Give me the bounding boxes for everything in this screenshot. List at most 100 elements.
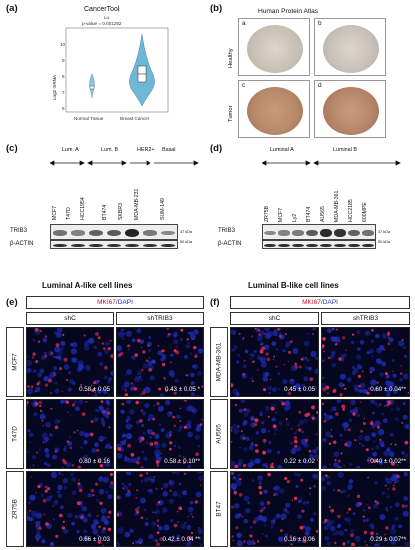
dapi-label: /DAPI	[115, 299, 133, 306]
cell-texture	[322, 328, 409, 396]
normal-tissue-violin	[89, 73, 95, 99]
quant-value: 0.80 ± 0.16	[79, 458, 110, 465]
actin-band	[124, 243, 140, 248]
hpa-tile-d: d	[314, 80, 386, 138]
trib3-blot-d	[262, 224, 376, 240]
condition-shtrib3-f: shTRIB3	[321, 312, 410, 325]
actin-band	[292, 243, 304, 248]
trib3-band	[70, 230, 86, 236]
cell-line-bt47: BT47	[210, 471, 228, 547]
actin-band	[320, 243, 332, 248]
condition-shc-f: shC	[230, 312, 319, 325]
lane-label: HCC2185	[348, 199, 354, 222]
blot-label-trib3-d: TRIB3	[218, 228, 236, 234]
trib3-band	[348, 229, 360, 237]
condition-shtrib3-e: shTRIB3	[116, 312, 204, 325]
panel-a-label: (a)	[6, 3, 18, 14]
actin-blot-c	[50, 240, 178, 249]
tile-letter: c	[242, 82, 246, 89]
mki67-label: MKI67	[97, 299, 116, 306]
kda-marker: 37 kDa	[378, 230, 391, 234]
lane-label: MDA-MB-361	[334, 190, 340, 222]
lane-label: BT474	[306, 206, 312, 222]
blot-label-actin-c: β-ACTIN	[10, 241, 34, 247]
cell-texture	[322, 472, 409, 546]
quant-value: 0.42 ± 0.04 **	[162, 536, 200, 543]
x-category-normal: Normal Tissue	[74, 116, 104, 121]
trib3-band	[362, 230, 374, 236]
actin-blot-d	[262, 240, 376, 249]
luminal-b-title: Luminal B-like cell lines	[248, 281, 339, 290]
group-arrows-d	[262, 160, 401, 166]
cell-texture	[117, 400, 203, 468]
stat-line-2: p-value = 0.001282	[82, 21, 122, 26]
group-arrows-c	[50, 160, 199, 166]
cell-texture	[322, 400, 409, 468]
cell-texture	[117, 472, 203, 546]
micrograph: 0.80 ± 0.16	[26, 399, 114, 469]
lane-label: MCF7	[52, 205, 58, 220]
panel-b-label: (b)	[210, 3, 223, 14]
micrograph: 0.29 ± 0.07**	[321, 471, 410, 547]
micrograph: 0.66 ± 0.03	[26, 471, 114, 547]
trib3-blot-c	[50, 224, 178, 240]
cell-line-zr75b: ZR75B	[6, 471, 24, 547]
cell-line-mdamb361: MDA-MB-361	[210, 327, 228, 397]
violin-plot	[65, 27, 169, 113]
quant-value: 0.40 ± 0.02**	[370, 458, 406, 465]
hpa-tile-b: b	[314, 18, 386, 76]
micrograph: 0.40 ± 0.02**	[321, 399, 410, 469]
lane-label: SKBR3	[118, 202, 124, 220]
breast-cancer-violin	[129, 33, 155, 107]
quant-value: 0.29 ± 0.07**	[370, 536, 406, 543]
quant-value: 0.66 ± 0.03	[79, 536, 110, 543]
hpa-title: Human Protein Atlas	[258, 8, 319, 15]
lane-label: HCC1954	[80, 197, 86, 220]
micrograph: 0.43 ± 0.05 *	[116, 327, 204, 397]
lane-label: 600MPE	[362, 202, 368, 222]
micrograph: 0.45 ± 0.05	[230, 327, 319, 397]
trib3-band	[160, 230, 176, 236]
y-tick: 6	[62, 106, 65, 111]
y-axis-label: Log2 mRNA	[52, 74, 57, 100]
panel-c-label: (c)	[6, 143, 18, 154]
luminal-a-title: Luminal A-like cell lines	[42, 281, 133, 290]
actin-band	[348, 243, 360, 248]
micrograph: 0.42 ± 0.04 **	[116, 471, 204, 547]
cell-texture	[27, 328, 113, 396]
actin-band	[70, 243, 86, 248]
micrograph: 0.22 ± 0.02	[230, 399, 319, 469]
hpa-tile-a: a	[238, 18, 310, 76]
cell-line-au565: AU565	[210, 399, 228, 469]
quant-value: 0.58 ± 0.10**	[164, 458, 200, 465]
row-label-tumor: Tumor	[228, 105, 234, 122]
lane-label: AU565	[320, 206, 326, 222]
trib3-band	[320, 228, 332, 238]
plot-frame	[65, 27, 169, 113]
quant-value: 0.60 ± 0.04**	[370, 386, 406, 393]
stain-legend-e: MKI67/DAPI	[26, 296, 204, 309]
y-tick: 10	[60, 42, 66, 47]
lane-label: MCF7	[278, 207, 284, 222]
cell-texture	[231, 328, 318, 396]
row-label-healthy: Healthy	[228, 48, 234, 68]
tile-letter: d	[318, 82, 322, 89]
lane-label: MDA-MB-231	[134, 188, 140, 220]
group-label: Lum. B	[101, 147, 119, 153]
y-tick: 8	[62, 74, 65, 79]
cell-texture	[231, 472, 318, 546]
lane-label: ZR75B	[264, 205, 270, 222]
trib3-band	[264, 230, 276, 236]
trib3-band	[306, 229, 318, 237]
micrograph: 0.60 ± 0.04**	[321, 327, 410, 397]
group-label: Basal	[162, 147, 176, 153]
trib3-band	[142, 230, 158, 236]
lane-label: Ly2	[292, 213, 298, 222]
quant-value: 0.16 ± 0.06	[284, 536, 315, 543]
tile-letter: b	[318, 20, 322, 27]
quant-value: 0.58 ± 0.05	[79, 386, 110, 393]
actin-band	[278, 243, 290, 248]
micrograph: 0.58 ± 0.10**	[116, 399, 204, 469]
cell-texture	[117, 328, 203, 396]
panel-f-label: (f)	[210, 297, 220, 308]
